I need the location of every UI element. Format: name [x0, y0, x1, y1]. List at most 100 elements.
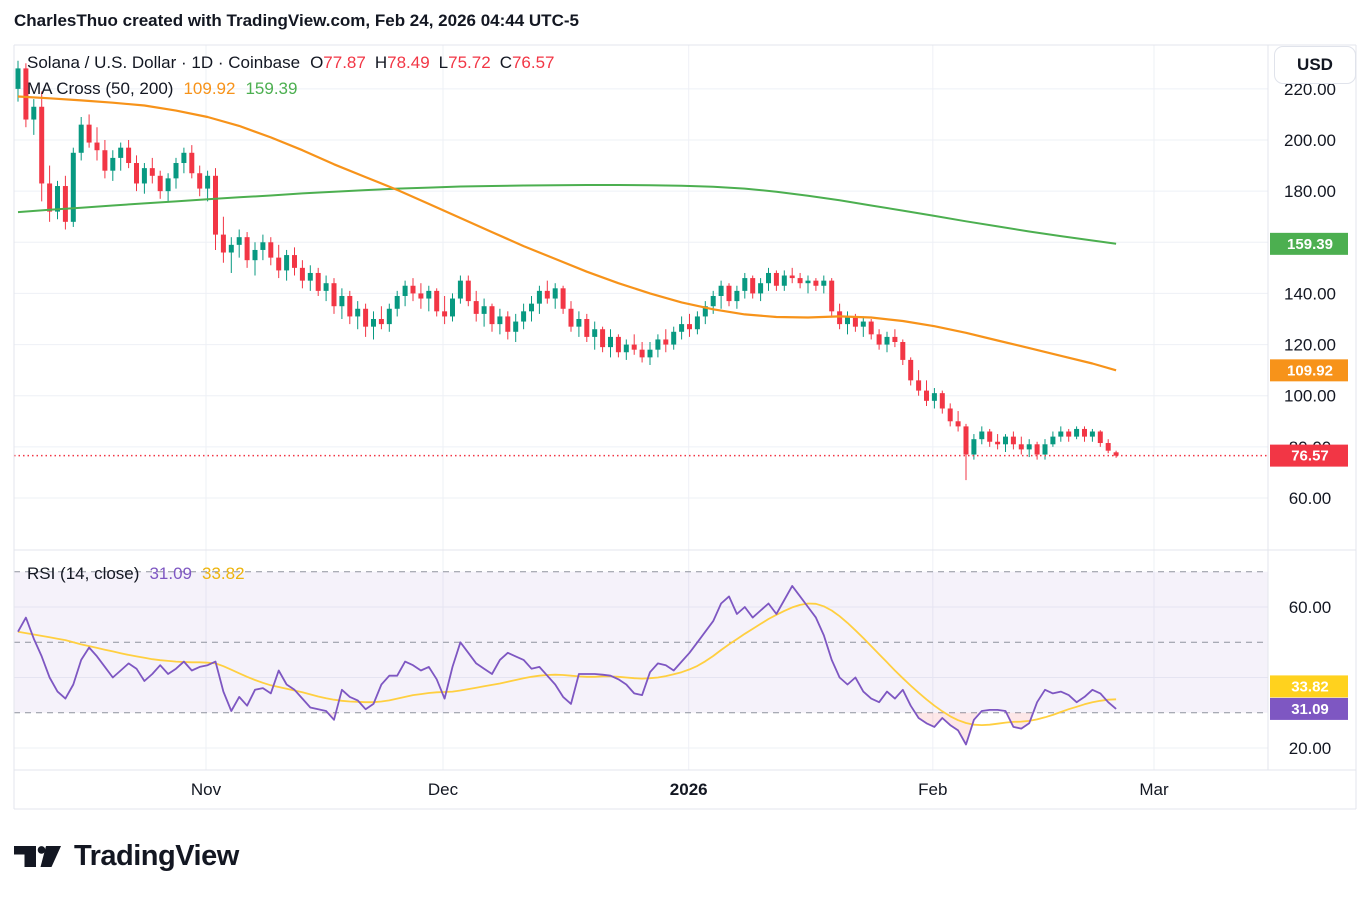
candle-body [23, 68, 29, 120]
candle-body [260, 242, 266, 250]
candle-body [529, 303, 534, 312]
candle-body [1105, 443, 1111, 451]
time-axis-label: Feb [918, 780, 947, 799]
ma50-line [17, 95, 1117, 372]
candle-body [876, 334, 882, 345]
candle-body [189, 152, 195, 174]
candle-body [987, 431, 993, 442]
currency-toggle-button[interactable]: USD [1274, 46, 1356, 84]
candle-body [521, 311, 527, 322]
svg-text:31.09: 31.09 [1291, 701, 1329, 718]
candle-body [315, 272, 321, 291]
candle-body [931, 393, 937, 401]
candle-body [1066, 431, 1072, 437]
candle-body [734, 290, 740, 302]
ohlc-close: C76.57 [499, 53, 555, 72]
candle-body [687, 324, 692, 330]
rsi-badge-33.82: 33.82 [1270, 675, 1348, 698]
symbol-legend-row[interactable]: Solana / U.S. Dollar · 1D · Coinbase O77… [27, 53, 564, 73]
candle-body [371, 318, 376, 327]
candle-body [118, 147, 124, 158]
symbol-title: Solana / U.S. Dollar · 1D · Coinbase [27, 53, 301, 72]
candle-body [742, 278, 748, 291]
candle-body [47, 183, 53, 212]
candle-body [671, 331, 677, 345]
candle-body [276, 257, 282, 271]
candle-body [773, 272, 779, 286]
rsi-ma-layer [17, 602, 1117, 726]
candle-body [560, 288, 566, 309]
candle-body [323, 283, 329, 291]
candle-body [102, 150, 108, 171]
candle-body [426, 290, 432, 299]
candle-body [1058, 431, 1064, 437]
candle-body [141, 168, 147, 184]
candle-body [39, 106, 45, 184]
candle-body [552, 288, 558, 299]
candle-body [829, 280, 835, 312]
price-axis-label: 220.00 [1284, 80, 1336, 99]
candle-body [497, 316, 503, 325]
candle-body [284, 255, 290, 271]
candle-body [489, 306, 495, 325]
candles-layer [15, 60, 1119, 481]
price-axis[interactable]: 220.00200.00180.00160.00140.00120.00100.… [1284, 80, 1336, 758]
time-axis-label: Nov [191, 780, 222, 799]
candle-body [536, 290, 542, 304]
candle-body [355, 308, 361, 317]
candle-body [94, 142, 100, 151]
tradingview-brand-link[interactable]: TradingView [14, 840, 239, 873]
candle-body [110, 157, 116, 171]
time-axis-label: Mar [1139, 780, 1169, 799]
price-axis-label: 120.00 [1284, 336, 1336, 355]
candle-body [31, 106, 37, 120]
candle-body [971, 439, 977, 455]
candle-body [1042, 444, 1048, 455]
candle-body [292, 255, 297, 268]
candle-body [608, 336, 613, 348]
candle-body [213, 175, 218, 235]
candle-body [813, 280, 819, 286]
candle-body [228, 244, 234, 253]
candle-body [78, 124, 84, 153]
candle-body [331, 283, 337, 307]
candle-body [924, 390, 929, 401]
candle-body [718, 285, 724, 296]
svg-text:76.57: 76.57 [1291, 448, 1329, 465]
ma-cross-legend-row[interactable]: MA Cross (50, 200) 109.92 159.39 [27, 79, 307, 99]
candle-body [149, 168, 155, 176]
candle-body [386, 308, 392, 325]
candle-body [544, 290, 550, 299]
rsi-value: 31.09 [149, 564, 192, 583]
price-badge-76.57: 76.57 [1270, 444, 1348, 467]
candle-body [710, 295, 716, 307]
candle-body [631, 344, 637, 350]
rsi-legend-row[interactable]: RSI (14, close) 31.09 33.82 [27, 564, 255, 584]
candle-body [789, 275, 795, 279]
rsi-axis-label: 20.00 [1289, 739, 1332, 758]
candle-body [236, 237, 242, 245]
candle-body [868, 321, 874, 335]
candle-body [157, 175, 163, 192]
candle-body [481, 306, 487, 314]
tradingview-wordmark: TradingView [74, 840, 239, 872]
rsi-line [17, 585, 1117, 746]
candle-body [1018, 444, 1024, 450]
candle-body [852, 316, 858, 327]
candle-body [134, 163, 139, 184]
candle-body [805, 280, 811, 284]
candle-body [457, 280, 463, 299]
time-axis[interactable]: Nov Dec 2026 Feb Mar [191, 780, 1169, 799]
candle-body [299, 267, 305, 281]
price-axis-label: 60.00 [1289, 489, 1332, 508]
attribution-header: CharlesThuo created with TradingView.com… [14, 11, 579, 30]
candle-body [679, 324, 685, 332]
candle-body [363, 308, 369, 327]
candle-body [173, 163, 179, 179]
candle-body [821, 280, 827, 286]
candle-body [860, 321, 866, 327]
candle-body [1074, 428, 1080, 437]
candle-body [244, 237, 250, 261]
candle-body [947, 408, 953, 422]
